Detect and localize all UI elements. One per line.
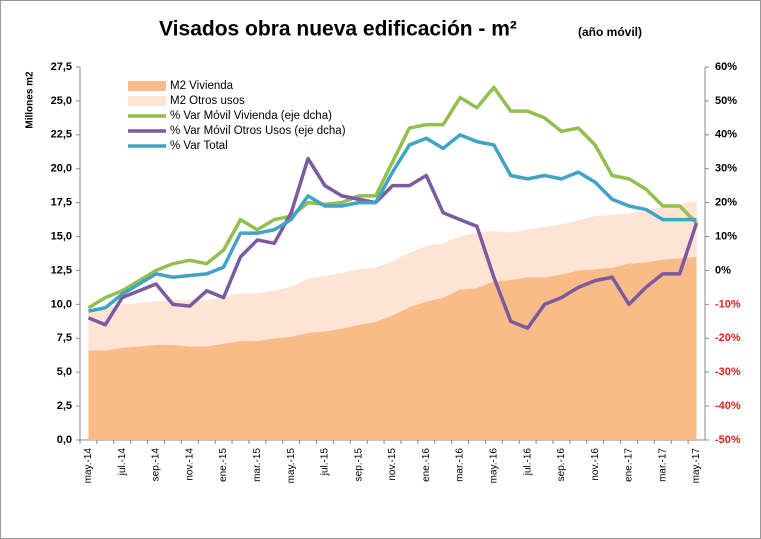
line <box>87 156 699 330</box>
x-tick-label: sep.-14 <box>151 448 162 482</box>
x-tick-label: mar.-17 <box>657 448 668 482</box>
x-tick-label: jul.-16 <box>522 448 533 477</box>
x-tick-label: may.-17 <box>691 448 702 484</box>
y-tick-label: 20,0 <box>51 163 72 175</box>
y2-tick-label: -40% <box>715 400 741 412</box>
chart-subtitle: (año móvil) <box>578 25 642 39</box>
y-tick-label: 27,5 <box>51 61 72 73</box>
y-tick-label: 12,5 <box>51 264 72 276</box>
legend-swatch <box>128 81 166 91</box>
y2-tick-label: 60% <box>715 61 737 73</box>
y-tick-label: 10,0 <box>51 298 72 310</box>
x-tick-label: nov.-16 <box>590 448 601 481</box>
y2-tick-label: -50% <box>715 434 741 446</box>
legend-label: M2 Otros usos <box>170 95 245 107</box>
line <box>88 133 697 313</box>
y-tick-label: 15,0 <box>51 230 72 242</box>
legend-label: M2 Vivienda <box>170 80 234 92</box>
y-tick-label: 7,5 <box>57 332 72 344</box>
y-tick-label: 2,5 <box>57 400 72 412</box>
y-tick-label: 0,0 <box>57 434 72 446</box>
y-axis-label: Millones m2 <box>25 71 36 129</box>
y-tick-label: 22,5 <box>51 129 72 141</box>
y2-tick-label: 10% <box>715 230 737 242</box>
y2-tick-label: 30% <box>715 163 737 175</box>
x-tick-label: jul.-15 <box>320 448 331 477</box>
y-tick-label: 5,0 <box>57 366 72 378</box>
y2-tick-label: -30% <box>715 366 741 378</box>
x-tick-label: nov.-15 <box>387 448 398 481</box>
legend-label: % Var Móvil Otros Usos (eje dcha) <box>170 125 346 137</box>
x-tick-label: mar.-15 <box>252 448 263 482</box>
x-tick-label: sep.-16 <box>556 448 567 482</box>
y2-tick-label: -20% <box>715 332 741 344</box>
y-tick-label: 17,5 <box>51 197 72 209</box>
legend-swatch <box>128 96 166 106</box>
y2-tick-label: 50% <box>715 95 737 107</box>
y2-tick-label: 20% <box>715 197 737 209</box>
x-tick-label: ene.-16 <box>421 448 432 482</box>
y2-tick-label: 0% <box>715 264 731 276</box>
chart-title: Visados obra nueva edificación - m² <box>159 18 517 41</box>
y-tick-label: 25,0 <box>51 95 72 107</box>
x-tick-label: ene.-15 <box>218 448 229 482</box>
x-tick-label: may.-16 <box>488 448 499 484</box>
x-tick-label: sep.-15 <box>353 448 364 482</box>
x-tick-label: nov.-14 <box>184 448 195 481</box>
line <box>87 85 698 310</box>
x-tick-label: jul.-14 <box>117 448 128 477</box>
legend-label: % Var Total <box>170 140 228 152</box>
x-tick-label: ene.-17 <box>624 448 635 482</box>
x-tick-label: mar.-16 <box>455 448 466 482</box>
area <box>88 201 697 351</box>
y2-tick-label: -10% <box>715 298 741 310</box>
legend-label: % Var Móvil Vivienda (eje dcha) <box>170 110 332 122</box>
y2-tick-label: 40% <box>715 129 737 141</box>
x-tick-label: may.-15 <box>286 448 297 484</box>
x-tick-label: may.-14 <box>83 448 94 484</box>
